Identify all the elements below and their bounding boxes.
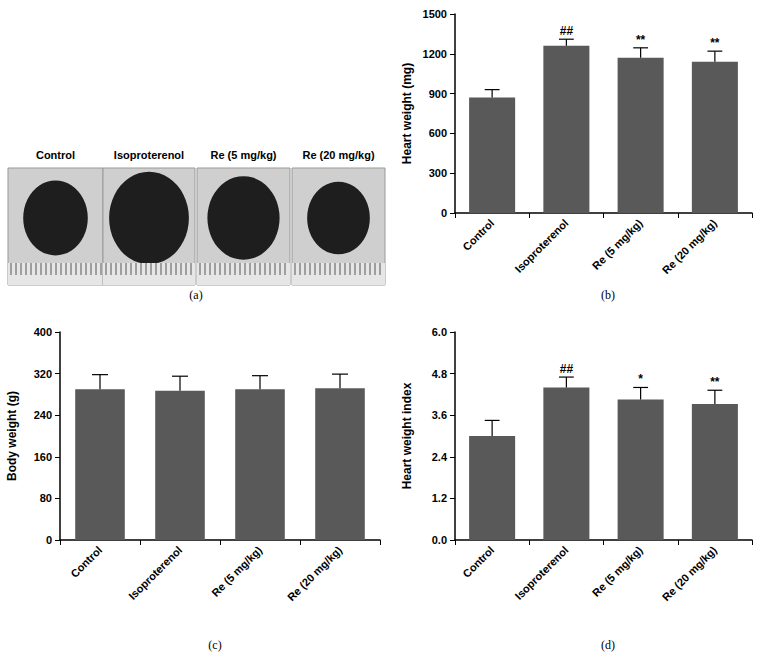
svg-text:300: 300: [429, 167, 447, 179]
svg-text:6.0: 6.0: [432, 326, 447, 338]
svg-text:Re (5 mg/kg): Re (5 mg/kg): [590, 217, 645, 272]
svg-text:Re (5 mg/kg): Re (5 mg/kg): [210, 149, 276, 161]
svg-text:Isoproterenol: Isoproterenol: [114, 149, 184, 161]
svg-text:##: ##: [560, 362, 574, 376]
svg-text:(c): (c): [208, 638, 221, 652]
svg-text:Re (20 mg/kg): Re (20 mg/kg): [302, 149, 374, 161]
svg-text:Re (20 mg/kg): Re (20 mg/kg): [285, 544, 345, 604]
svg-text:3.6: 3.6: [432, 409, 447, 421]
svg-text:0: 0: [46, 534, 52, 546]
svg-text:(a): (a): [189, 288, 202, 302]
svg-text:Control: Control: [460, 544, 496, 580]
svg-text:Re (5 mg/kg): Re (5 mg/kg): [209, 544, 264, 599]
svg-text:**: **: [710, 375, 720, 389]
svg-text:400: 400: [34, 326, 52, 338]
svg-text:1200: 1200: [423, 48, 447, 60]
svg-text:0: 0: [441, 207, 447, 219]
svg-text:4.8: 4.8: [432, 368, 447, 380]
svg-text:Body weight (g): Body weight (g): [5, 391, 19, 481]
svg-text:Re (20 mg/kg): Re (20 mg/kg): [660, 544, 720, 604]
svg-text:(b): (b): [601, 288, 615, 302]
svg-text:Re (20 mg/kg): Re (20 mg/kg): [660, 217, 720, 277]
svg-text:240: 240: [34, 409, 52, 421]
svg-text:(d): (d): [601, 638, 615, 652]
svg-text:Re (5 mg/kg): Re (5 mg/kg): [590, 544, 645, 599]
svg-text:**: **: [636, 33, 646, 47]
svg-text:0.0: 0.0: [432, 534, 447, 546]
svg-text:1500: 1500: [423, 8, 447, 20]
svg-text:2.4: 2.4: [432, 451, 448, 463]
svg-text:80: 80: [40, 492, 52, 504]
svg-text:600: 600: [429, 127, 447, 139]
svg-text:**: **: [710, 36, 720, 50]
svg-text:900: 900: [429, 88, 447, 100]
svg-text:1.2: 1.2: [432, 492, 447, 504]
svg-text:*: *: [638, 372, 643, 386]
svg-text:Heart weight index: Heart weight index: [400, 382, 414, 489]
svg-text:Control: Control: [460, 217, 496, 253]
svg-text:160: 160: [34, 451, 52, 463]
svg-text:Control: Control: [36, 149, 75, 161]
svg-text:Isoproterenol: Isoproterenol: [126, 544, 184, 602]
svg-text:Heart weight (mg): Heart weight (mg): [400, 63, 414, 164]
svg-text:Isoproterenol: Isoproterenol: [513, 544, 571, 602]
svg-text:Control: Control: [68, 544, 104, 580]
svg-text:##: ##: [560, 24, 574, 38]
svg-text:320: 320: [34, 368, 52, 380]
svg-text:Isoproterenol: Isoproterenol: [513, 217, 571, 275]
